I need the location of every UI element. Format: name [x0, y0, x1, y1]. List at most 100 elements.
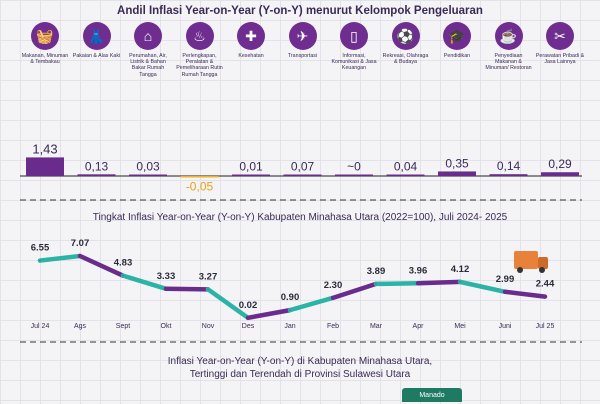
- x-tick-label: Jul 24: [31, 323, 50, 330]
- line-point-2: [79, 255, 81, 257]
- line-segment-1: [37, 253, 83, 263]
- line-value-label: 4.83: [114, 258, 133, 269]
- bar-6: [283, 174, 322, 176]
- phone-icon: ▯: [340, 22, 368, 50]
- line-point-1: [39, 260, 41, 262]
- x-tick-label: Juni: [499, 323, 512, 330]
- bar-11: [541, 172, 579, 176]
- line-point-11: [459, 281, 461, 283]
- line-value-label: 3.96: [409, 265, 428, 276]
- line-point-10: [417, 282, 419, 284]
- soccer-player-icon: ⚽: [391, 22, 420, 50]
- bar-7: [335, 174, 373, 176]
- category-label: Kesehatan: [238, 53, 264, 59]
- bar-1: [26, 157, 64, 176]
- category-3: ⌂ Perumahan, Air, Listrik & Bahan Bakar R…: [123, 22, 173, 78]
- line-segment-12: [502, 289, 548, 299]
- category-label: Perumahan, Air, Listrik & Bahan Bakar Ru…: [129, 53, 167, 78]
- line-segment-3: [120, 273, 169, 292]
- line-point-7: [289, 309, 291, 311]
- category-11: ✂ Perawatan Pribadi & Jasa Lainnya: [535, 22, 585, 65]
- category-9: 🎓 Pendidikan: [432, 22, 482, 59]
- line-value-label: 2.44: [536, 279, 555, 290]
- bar-value-label: 0,13: [85, 159, 109, 173]
- line-value-label: 0.02: [239, 300, 258, 311]
- restaurant-icon: ☕: [494, 22, 523, 50]
- category-2: 👗 Pakaian & Alas Kaki: [72, 22, 122, 59]
- x-tick-label: Okt: [161, 323, 172, 330]
- food-basket-icon: 🧺: [31, 22, 59, 50]
- line-point-8: [332, 297, 334, 299]
- x-tick-label: Feb: [327, 323, 339, 330]
- category-1: 🧺 Makanan, Minuman & Tembakau: [20, 22, 70, 65]
- category-label: Pakaian & Alas Kaki: [72, 53, 121, 59]
- x-tick-label: Jan: [284, 323, 295, 330]
- line-segment-8: [330, 281, 379, 301]
- line-segment-5: [205, 287, 251, 321]
- line-segment-9: [373, 281, 421, 287]
- x-tick-label: Des: [242, 323, 255, 330]
- x-tick-label: Apr: [413, 323, 425, 330]
- category-label: Rekreasi, Olahraga & Budaya: [382, 53, 429, 66]
- category-label: Perlengkapan, Peralatan & Pemeliharaan R…: [176, 53, 223, 78]
- line-chart-title: Tingkat Inflasi Year-on-Year (Y-on-Y) Ka…: [92, 212, 508, 223]
- category-label: Transportasi: [287, 53, 318, 59]
- x-tick-label: Sept: [116, 323, 130, 330]
- line-value-label: 3.27: [199, 271, 218, 282]
- line-segment-11: [457, 279, 508, 295]
- category-label: Informasi, Komunikasi & Jasa Keuangan: [331, 53, 377, 72]
- bar-value-label: -0,05: [186, 180, 214, 194]
- category-label: Perawatan Pribadi & Jasa Lainnya: [535, 53, 585, 66]
- line-point-6: [247, 317, 249, 319]
- bar-8: [386, 174, 425, 176]
- line-segment-4: [163, 286, 211, 292]
- line-value-label: 6.55: [31, 243, 50, 254]
- scissors-icon: ✂: [546, 22, 574, 50]
- contribution-bar-chart: 1,43 0,13 0,03 -0,05 0,01 0,07 ~0 0,04 0,35 0,14 0…: [20, 141, 582, 194]
- bar-10: [489, 174, 528, 176]
- line-point-12: [504, 291, 506, 293]
- bar-4: [180, 176, 219, 178]
- graduation-cap-icon: 🎓: [443, 22, 471, 50]
- house-icon: ⌂: [134, 22, 162, 50]
- category-7: ▯ Informasi, Komunikasi & Jasa Keuangan: [329, 22, 379, 72]
- category-10: ☕ Penyediaan Makanan & Minuman/ Restoran: [484, 22, 534, 72]
- airplane-icon: ✈: [288, 22, 317, 50]
- bottom-section-title: Inflasi Year-on-Year (Y-on-Y) di Kabupat…: [0, 355, 600, 381]
- delivery-truck-icon: [514, 251, 548, 273]
- bar-3: [129, 174, 167, 176]
- category-label: Pendidikan: [443, 53, 471, 59]
- medical-kit-icon: ✚: [237, 22, 265, 50]
- line-value-label: 2.99: [496, 274, 515, 285]
- bottom-title-line-2: Tertinggi dan Terendah di Provinsi Sulaw…: [189, 369, 411, 380]
- line-segment-2: [77, 253, 126, 278]
- bar-value-label: 0,14: [497, 159, 521, 173]
- dress-icon: 👗: [82, 22, 111, 50]
- category-6: ✈ Transportasi: [278, 22, 328, 59]
- bar-value-label: 0,03: [136, 160, 160, 174]
- bar-value-label: 0,01: [239, 160, 263, 174]
- bar-value-label: 0,04: [394, 160, 418, 174]
- line-segment-7: [287, 295, 336, 313]
- bar-value-label: ~0: [347, 160, 361, 174]
- x-tick-label: Mar: [370, 323, 383, 330]
- bar-5: [232, 174, 270, 176]
- bar-value-label: 0,35: [445, 156, 469, 170]
- category-label: Penyediaan Makanan & Minuman/ Restoran: [485, 53, 532, 72]
- line-point-5: [207, 288, 209, 290]
- line-point-9: [375, 283, 377, 285]
- bar-value-label: 0,29: [548, 157, 572, 171]
- x-tick-label: Mei: [454, 323, 466, 330]
- line-value-label: 4.12: [451, 264, 470, 275]
- line-segment-10: [415, 279, 463, 286]
- line-point-13: [544, 296, 546, 298]
- x-tick-label: Jul 25: [536, 323, 555, 330]
- line-value-label: 3.33: [157, 271, 176, 282]
- line-point-3: [122, 275, 124, 277]
- line-segment-6: [245, 307, 293, 321]
- line-value-label: 2.30: [324, 280, 343, 291]
- line-value-label: 7.07: [71, 238, 90, 249]
- line-point-4: [165, 288, 167, 290]
- bar-value-label: 0,07: [291, 160, 315, 174]
